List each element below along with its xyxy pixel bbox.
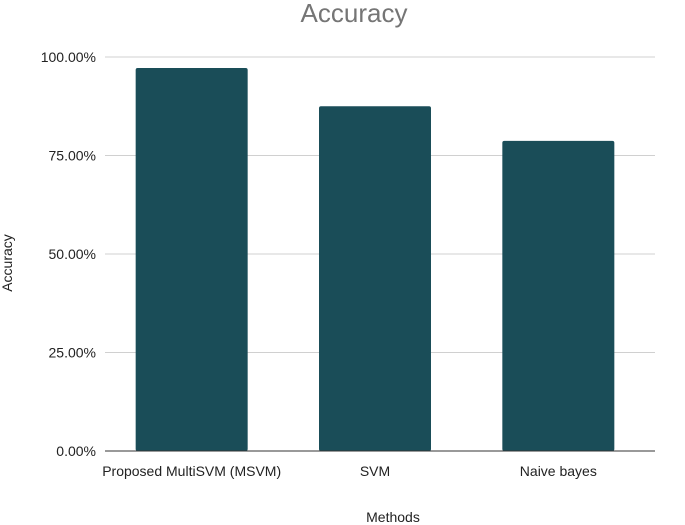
x-category-label: Proposed MultiSVM (MSVM) — [102, 463, 281, 479]
x-axis-label: Methods — [366, 509, 420, 525]
chart-title: Accuracy — [301, 0, 408, 28]
y-axis-label: Accuracy — [0, 234, 15, 292]
y-tick-label: 50.00% — [49, 246, 96, 262]
x-category-label: Naive bayes — [520, 463, 597, 479]
y-tick-label: 25.00% — [49, 345, 96, 361]
bars — [135, 68, 615, 452]
x-category-label: SVM — [360, 463, 390, 479]
bar — [502, 140, 615, 451]
y-tick-label: 0.00% — [56, 443, 96, 459]
y-tick-label: 100.00% — [41, 49, 96, 65]
x-axis-categories: Proposed MultiSVM (MSVM) SVM Naive bayes — [102, 463, 597, 479]
bar — [135, 68, 248, 452]
bar — [319, 106, 431, 451]
y-tick-label: 75.00% — [49, 148, 96, 164]
y-axis-ticks: 0.00% 25.00% 50.00% 75.00% 100.00% — [41, 49, 96, 459]
